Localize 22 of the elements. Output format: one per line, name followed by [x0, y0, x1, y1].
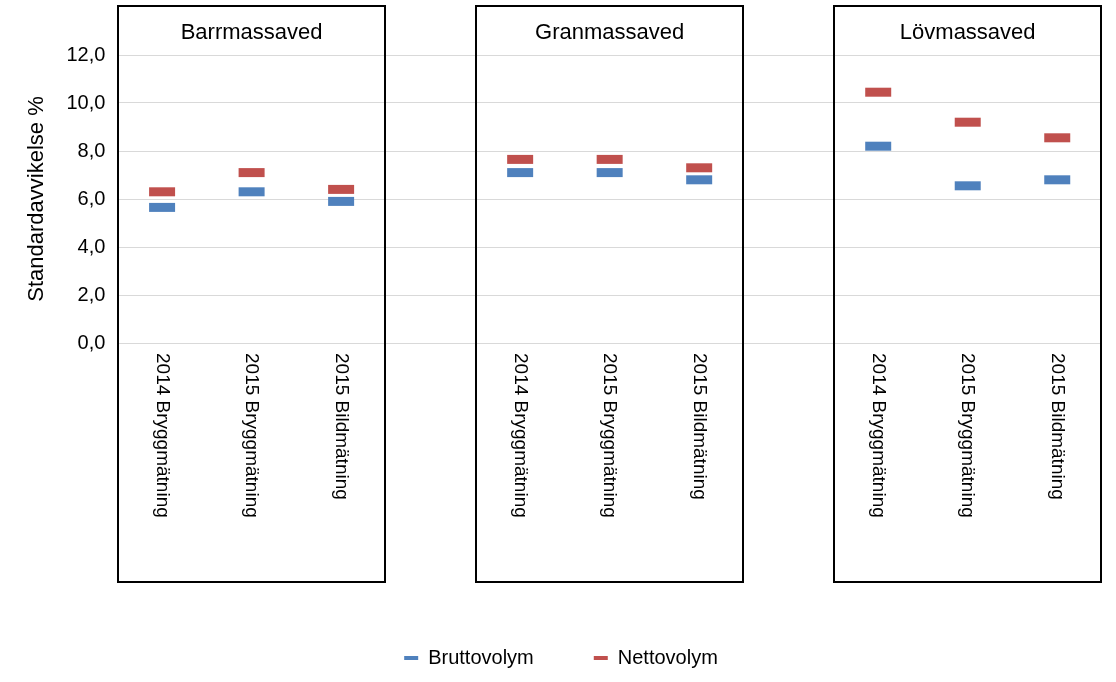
legend-label: Bruttovolym	[428, 645, 534, 668]
y-tick-label: 10,0	[66, 90, 106, 113]
y-axis-title: Standardavvikelse %	[23, 96, 49, 302]
x-tick-label: 2014 Bryggmätning	[868, 353, 890, 518]
y-tick-label: 8,0	[77, 138, 106, 161]
text: Lövmassaved	[898, 19, 1037, 45]
legend-label: Nettovolym	[617, 645, 718, 668]
x-tick-label: 2015 Bildmätning	[689, 353, 711, 500]
y-tick-label: 4,0	[77, 234, 106, 257]
x-tick-label: 2015 Bryggmätning	[958, 353, 980, 518]
y-tick-label: 6,0	[77, 186, 106, 209]
x-tick-label: 2015 Bryggmätning	[600, 353, 622, 518]
y-tick-label: 2,0	[77, 282, 106, 305]
text: Barrmassaved	[179, 19, 324, 45]
x-tick-label: 2015 Bryggmätning	[242, 353, 264, 518]
x-tick-label: 2015 Bildmätning	[1048, 353, 1070, 500]
x-tick-label: 2015 Bildmätning	[331, 353, 353, 500]
text: Granmassaved	[534, 19, 686, 45]
y-tick-label: 12,0	[66, 42, 106, 65]
y-tick-label: 0,0	[77, 330, 106, 353]
x-tick-label: 2014 Bryggmätning	[152, 353, 174, 518]
x-tick-label: 2014 Bryggmätning	[510, 353, 532, 518]
